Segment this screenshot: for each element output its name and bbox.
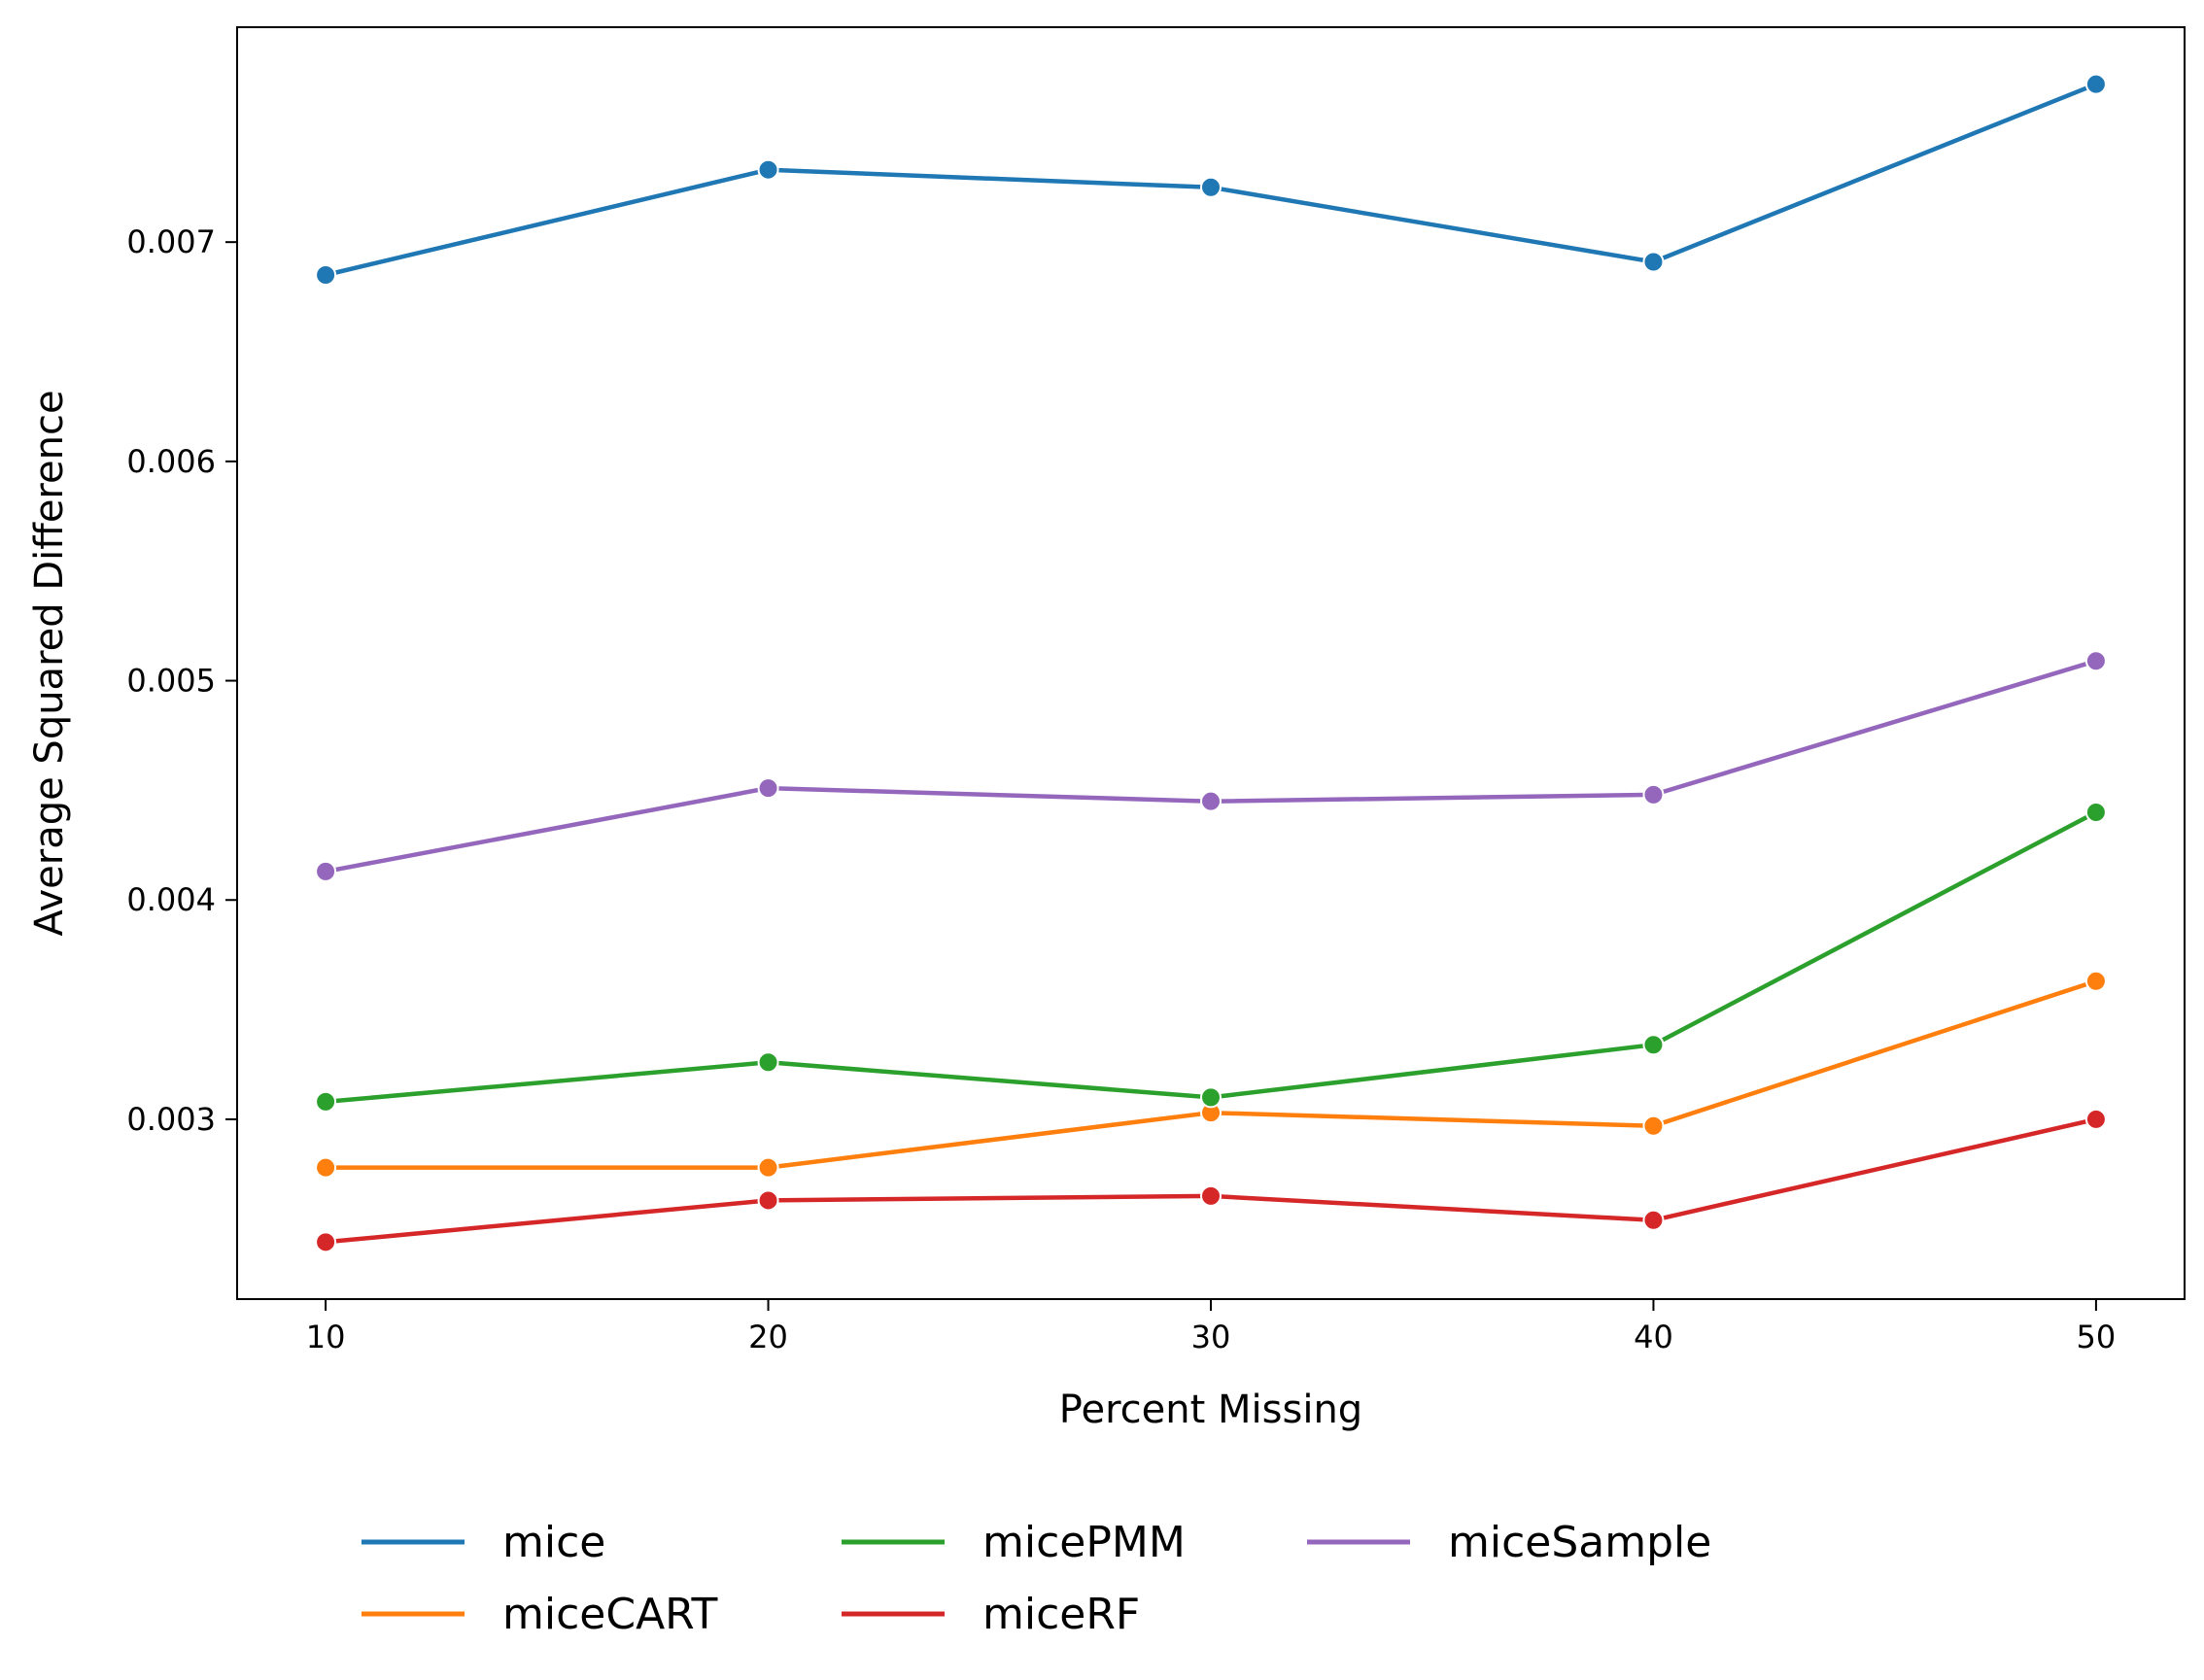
data-point-miceSample-50 [2084, 650, 2107, 672]
data-point-miceSample-40 [1642, 783, 1665, 806]
y-axis: 0.003 0.004 0.005 0.006 0.007 [126, 223, 237, 1138]
series-line-micePMM [323, 809, 2099, 1105]
legend-item-micePMM: micePMM [842, 1518, 1186, 1567]
y-tick-label: 0.003 [126, 1101, 216, 1138]
y-tick-label: 0.005 [126, 663, 216, 700]
data-point-miceRF-30 [1200, 1184, 1222, 1207]
y-axis-label: Average Squared Difference [27, 390, 72, 936]
x-tick-label: 30 [1191, 1319, 1231, 1355]
x-tick-label: 10 [306, 1319, 346, 1355]
legend: mice miceCART micePMM miceRF miceSample [362, 1518, 1711, 1639]
data-point-mice-50 [2084, 73, 2107, 95]
data-point-miceSample-10 [315, 860, 337, 882]
y-tick-label: 0.006 [126, 443, 216, 480]
x-axis: 10 20 30 40 50 [306, 1299, 2117, 1355]
series-line-miceCART [323, 978, 2099, 1170]
data-point-miceSample-30 [1200, 790, 1222, 812]
data-point-miceCART-10 [315, 1156, 337, 1179]
data-point-micePMM-50 [2084, 801, 2107, 823]
y-tick-label: 0.004 [126, 881, 216, 918]
data-point-miceRF-40 [1642, 1209, 1665, 1231]
data-point-micePMM-20 [757, 1051, 779, 1074]
data-point-miceCART-20 [757, 1156, 779, 1179]
series-line-miceSample [323, 658, 2099, 874]
legend-label: miceCART [502, 1590, 718, 1639]
x-tick-label: 40 [1634, 1319, 1673, 1355]
legend-item-miceSample: miceSample [1307, 1518, 1711, 1567]
legend-item-miceRF: miceRF [842, 1590, 1140, 1639]
y-tick-label: 0.007 [126, 223, 216, 260]
data-point-mice-30 [1200, 176, 1222, 198]
x-axis-label: Percent Missing [1059, 1388, 1362, 1432]
legend-label: miceSample [1448, 1518, 1711, 1567]
data-point-micePMM-40 [1642, 1034, 1665, 1056]
data-point-mice-10 [315, 264, 337, 287]
data-point-micePMM-30 [1200, 1086, 1222, 1109]
data-point-miceRF-20 [757, 1189, 779, 1212]
legend-item-miceCART: miceCART [362, 1590, 718, 1639]
legend-label: micePMM [982, 1518, 1186, 1567]
data-point-mice-20 [757, 158, 779, 181]
data-point-micePMM-10 [315, 1090, 337, 1113]
legend-label: mice [502, 1518, 605, 1567]
data-point-miceSample-20 [757, 777, 779, 800]
legend-item-mice: mice [362, 1518, 605, 1567]
data-point-miceRF-50 [2084, 1108, 2107, 1130]
x-tick-label: 20 [748, 1319, 788, 1355]
data-point-miceCART-50 [2084, 970, 2107, 992]
data-point-mice-40 [1642, 251, 1665, 273]
plot-area [236, 26, 2186, 1300]
data-point-miceRF-10 [315, 1231, 337, 1253]
legend-label: miceRF [982, 1590, 1140, 1639]
x-tick-label: 50 [2077, 1319, 2117, 1355]
series-line-miceRF [323, 1116, 2099, 1245]
data-point-miceCART-40 [1642, 1114, 1665, 1137]
